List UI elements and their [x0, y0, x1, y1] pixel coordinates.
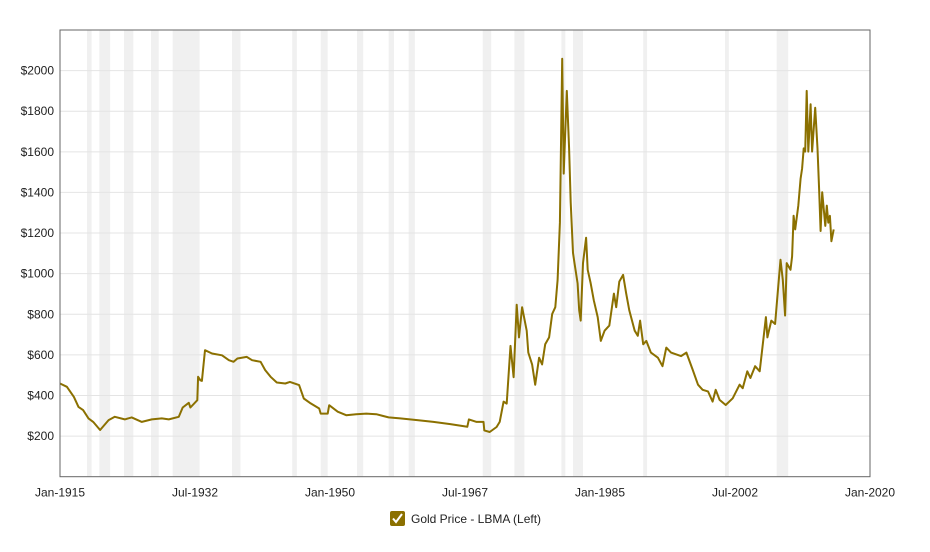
plot-frame — [59, 29, 871, 478]
y-tick-label: $1000 — [21, 267, 55, 281]
shaded-period — [99, 30, 111, 477]
x-tick-label: Jan-1950 — [305, 486, 355, 500]
x-tick-label: Jan-1915 — [35, 486, 85, 500]
shaded-period — [388, 30, 395, 477]
shaded-period — [482, 30, 492, 477]
x-tick-label: Jul-1967 — [442, 486, 488, 500]
shaded-period — [232, 30, 241, 477]
y-tick-label: $600 — [27, 348, 54, 362]
shaded-period — [573, 30, 584, 477]
shaded-period — [776, 30, 789, 477]
y-tick-label: $200 — [27, 429, 54, 443]
y-axis-ticks: $200 $400 $600 $800 $1000 $1200 $1400 $1600 $180… — [21, 64, 55, 443]
shaded-period — [292, 30, 297, 477]
shaded-period — [643, 30, 648, 477]
series-line-gold-price — [59, 57, 835, 433]
y-tick-label: $1600 — [21, 145, 55, 159]
y-tick-label: $400 — [27, 388, 54, 402]
checkbox-checked[interactable] — [390, 511, 405, 526]
series-lines — [59, 57, 835, 433]
x-axis-ticks: Jan-1915 Jul-1932 Jan-1950 Jul-1967 Jan-1985… — [35, 486, 895, 500]
x-tick-label: Jul-2002 — [712, 486, 758, 500]
shaded-period — [357, 30, 364, 477]
y-tick-label: $1400 — [21, 185, 55, 199]
shaded-period — [172, 30, 200, 477]
shaded-period — [151, 30, 159, 477]
y-tick-label: $800 — [27, 307, 54, 321]
y-tick-label: $1800 — [21, 104, 55, 118]
x-tick-label: Jan-1985 — [575, 486, 625, 500]
x-tick-label: Jan-2020 — [845, 486, 895, 500]
shaded-period — [561, 30, 566, 477]
legend-item-gold-price[interactable]: Gold Price - LBMA (Left) — [390, 511, 541, 526]
y-tick-label: $2000 — [21, 64, 55, 78]
x-tick-label: Jul-1932 — [172, 486, 218, 500]
shaded-period — [87, 30, 92, 477]
shaded-period — [124, 30, 134, 477]
checkmark-icon — [392, 513, 403, 524]
shaded-period — [408, 30, 415, 477]
shaded-period — [724, 30, 729, 477]
legend-label: Gold Price - LBMA (Left) — [411, 511, 542, 526]
shaded-period — [320, 30, 328, 477]
shaded-period — [514, 30, 525, 477]
shaded-periods — [87, 30, 789, 477]
y-tick-label: $1200 — [21, 226, 55, 240]
